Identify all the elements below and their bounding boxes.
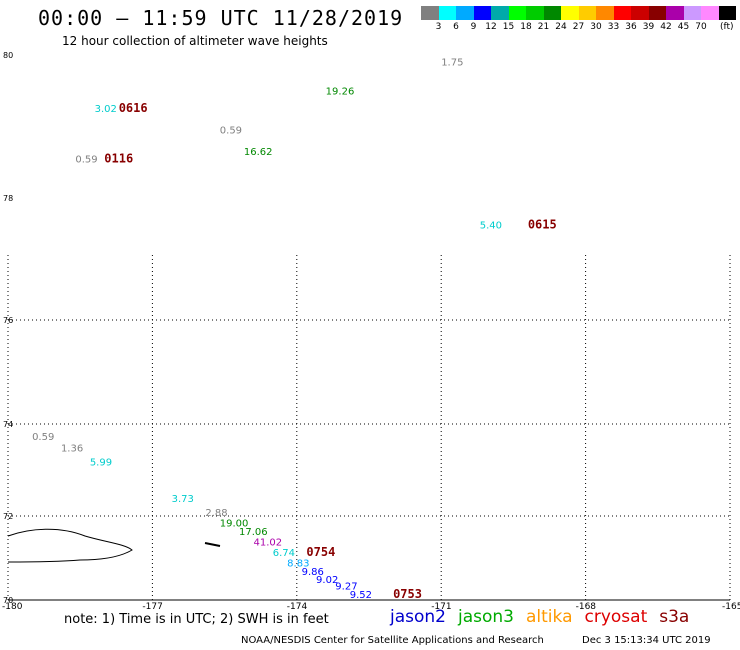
wave-height-value: 19.26 <box>326 86 355 97</box>
legend-label: 27 <box>572 22 585 32</box>
legend-label: 3 <box>435 22 442 32</box>
lat-tick-label: 72 <box>3 512 13 521</box>
satellite-legend: jason2 jason3 altika cryosat s3a <box>390 607 701 627</box>
legend-swatch <box>701 6 719 20</box>
legend-swatch <box>596 6 614 20</box>
wave-height-value: 5.99 <box>90 457 112 468</box>
wave-height-value: 16.62 <box>244 147 273 158</box>
color-legend <box>421 6 736 20</box>
pass-time-label: 0754 <box>306 545 335 559</box>
satellite-name: s3a <box>659 607 690 627</box>
legend-swatch <box>491 6 509 20</box>
legend-swatch <box>526 6 544 20</box>
legend-swatch <box>631 6 649 20</box>
legend-swatch <box>473 6 491 20</box>
wave-height-value: 41.02 <box>253 537 282 548</box>
page-title: 00:00 – 11:59 UTC 11/28/2019 <box>38 6 404 30</box>
legend-label: 30 <box>590 22 602 32</box>
herald-island <box>204 542 221 547</box>
wave-height-value: 17.06 <box>239 527 268 538</box>
legend-swatch <box>438 6 456 20</box>
legend-label: 12 <box>485 22 497 32</box>
wave-height-value: 0.59 <box>32 432 54 443</box>
legend-unit: (ft) <box>720 22 734 32</box>
legend-swatch <box>543 6 561 20</box>
lon-tick-label: -171 <box>431 602 451 612</box>
pass-time-labels: 0616 0116 0615 0754 0753 <box>104 101 556 601</box>
legend-label: 39 <box>642 22 655 32</box>
legend-swatch <box>683 6 701 20</box>
legend-label: 24 <box>555 22 567 32</box>
legend-label: 6 <box>453 22 459 32</box>
pass-time-label: 0753 <box>393 587 422 601</box>
timestamp: Dec 3 15:13:34 UTC 2019 <box>582 635 711 646</box>
legend-swatch <box>613 6 631 20</box>
wave-height-value: 9.52 <box>350 590 372 601</box>
wave-height-value: 9.86 <box>302 567 324 578</box>
legend-label: 42 <box>660 22 672 32</box>
lat-tick-label: 74 <box>3 420 13 429</box>
wave-height-value: 2.88 <box>205 508 227 519</box>
lon-tick-label: -177 <box>142 602 162 612</box>
pass-time-label: 0615 <box>528 218 557 232</box>
legend-swatch <box>578 6 596 20</box>
wave-height-value: 19.00 <box>220 519 249 530</box>
wave-height-value: 0.59 <box>75 154 97 165</box>
legend-swatch <box>508 6 526 20</box>
wave-height-value: 3.73 <box>172 494 194 505</box>
lon-tick-label: -180 <box>2 602 23 612</box>
axis-ticks: -180 -177 -174 -171 -168 -165 80 78 76 74 72 70 <box>2 51 740 612</box>
legend-label: 33 <box>607 22 620 32</box>
pass-time-label: 0116 <box>104 151 133 165</box>
wave-height-value: 1.75 <box>441 58 463 69</box>
lat-tick-label: 70 <box>3 596 13 605</box>
page-subtitle: 12 hour collection of altimeter wave hei… <box>62 34 328 48</box>
wave-height-value: 1.36 <box>61 444 83 455</box>
legend-label: 36 <box>625 22 637 32</box>
satellite-name: jason3 <box>458 607 514 627</box>
wave-height-value: 5.40 <box>480 221 502 232</box>
lat-tick-label: 78 <box>3 194 13 203</box>
graticule <box>7 255 731 601</box>
satellite-name: altika <box>526 607 573 627</box>
lat-tick-label: 76 <box>3 316 13 325</box>
lat-tick-label: 80 <box>3 51 13 60</box>
lon-tick-label: -168 <box>576 602 597 612</box>
footer-note: note: 1) Time is in UTC; 2) SWH is in fe… <box>64 612 329 627</box>
legend-swatch <box>421 6 439 20</box>
legend-label: 70 <box>695 22 707 32</box>
legend-label: 18 <box>520 22 532 32</box>
legend-swatch <box>561 6 579 20</box>
pass-time-label: 0616 <box>119 101 148 115</box>
wave-height-value: 9.27 <box>335 582 357 593</box>
legend-label: 15 <box>502 22 515 32</box>
legend-swatch <box>666 6 684 20</box>
legend-label: 45 <box>677 22 690 32</box>
wave-height-value: 9.02 <box>316 575 338 586</box>
satellite-name: cryosat <box>584 607 648 627</box>
wave-height-labels: 1.7519.263.020.5916.620.595.400.591.365.… <box>32 58 502 601</box>
lon-tick-label: -165 <box>722 602 740 612</box>
wave-height-value: 0.59 <box>220 126 242 137</box>
wrangel-island <box>7 528 133 563</box>
legend-label: 9 <box>470 22 477 32</box>
legend-swatch <box>456 6 474 20</box>
coastline <box>7 528 221 563</box>
credit-text: NOAA/NESDIS Center for Satellite Applica… <box>241 635 544 646</box>
wave-height-value: 3.02 <box>95 104 117 115</box>
legend-swatch <box>718 6 736 20</box>
wave-height-value: 8.83 <box>287 558 309 569</box>
wave-height-value: 6.74 <box>273 548 295 559</box>
lon-tick-label: -174 <box>287 602 308 612</box>
legend-swatch <box>648 6 666 20</box>
legend-label: 21 <box>537 22 550 32</box>
satellite-name: jason2 <box>390 607 446 627</box>
